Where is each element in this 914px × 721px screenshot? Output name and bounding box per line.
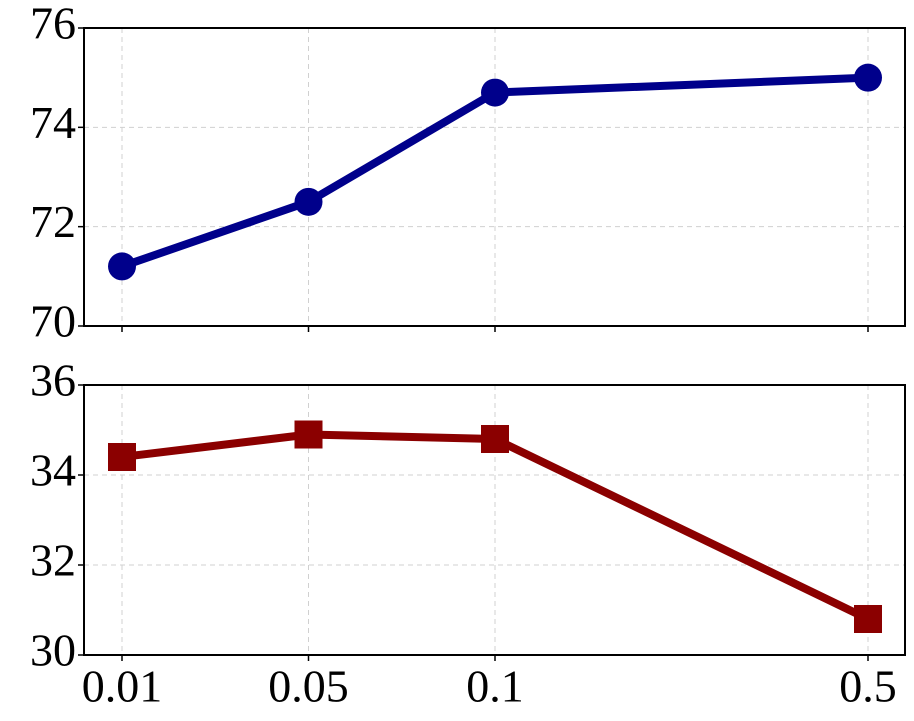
- data-point: [481, 78, 509, 107]
- data-point: [854, 63, 882, 92]
- x-tick-label: 0.05: [268, 661, 349, 712]
- data-point: [294, 187, 323, 216]
- plot-frame: [83, 27, 906, 327]
- data-line: [121, 430, 870, 623]
- data-point: [481, 425, 509, 453]
- x-tick-label: 0.01: [82, 661, 163, 712]
- x-tick-label: 0.1: [466, 661, 524, 712]
- data-point: [108, 252, 136, 281]
- y-tick-label: 76: [30, 0, 76, 49]
- data-point: [854, 605, 882, 633]
- y-tick-label: 36: [30, 355, 76, 406]
- data-point: [108, 443, 136, 471]
- y-tick-label: 32: [30, 535, 76, 586]
- x-tick-label: 0.5: [839, 661, 897, 712]
- y-tick-label: 70: [30, 296, 76, 347]
- data-line: [120, 73, 869, 271]
- y-tick-label: 34: [30, 445, 76, 496]
- y-tick-label: 74: [30, 97, 76, 148]
- data-point: [294, 420, 323, 449]
- plot-frame: [83, 384, 906, 656]
- y-tick-label: 72: [30, 196, 76, 247]
- y-tick-label: 30: [30, 625, 76, 676]
